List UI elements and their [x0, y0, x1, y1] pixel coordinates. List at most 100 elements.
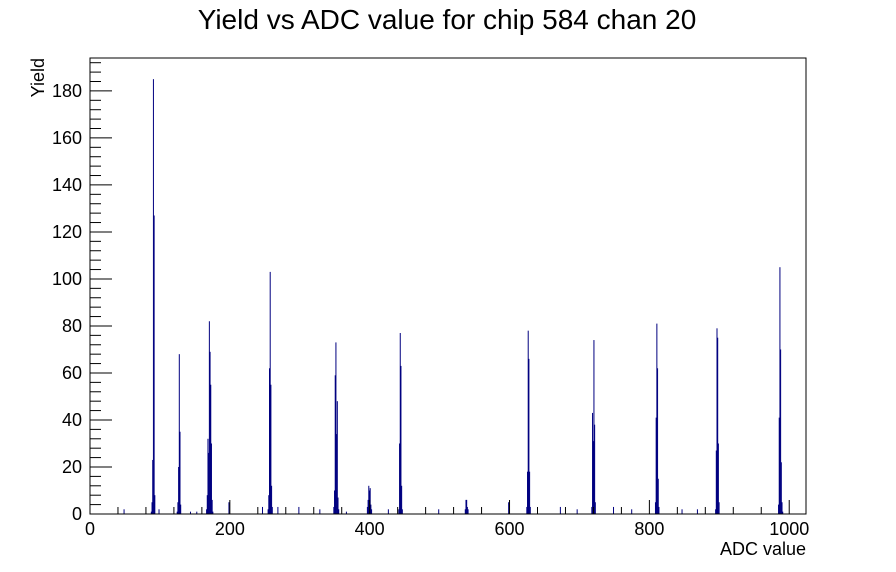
y-tick-label: 120 — [52, 222, 82, 242]
histogram-bin-bar — [345, 511, 347, 514]
histogram-bin-bar — [399, 443, 401, 514]
x-tick-label: 800 — [634, 519, 664, 539]
histogram-bin-bar — [270, 384, 272, 514]
histogram-bin-bar — [368, 485, 370, 514]
histogram-bin-bar — [657, 368, 659, 514]
histogram-bin-bar — [177, 502, 179, 514]
histogram-bin-bar — [267, 509, 269, 514]
chart-title: Yield vs ADC value for chip 584 chan 20 — [198, 4, 697, 35]
histogram-bars — [123, 79, 784, 515]
histogram-bin-bar — [334, 490, 336, 514]
histogram-bin-bar — [319, 509, 321, 514]
histogram-bin-bar — [527, 471, 529, 514]
histogram-bin-bar — [228, 502, 230, 514]
histogram-bin-bar — [150, 511, 152, 514]
histogram-bin-bar — [464, 509, 466, 514]
histogram-bin-bar — [262, 506, 264, 514]
histogram-bin-bar — [298, 506, 300, 514]
histogram-bin-bar — [209, 351, 211, 514]
histogram-bin-bar — [337, 497, 339, 514]
histogram-bin-bar — [658, 506, 660, 514]
histogram-bin-bar — [438, 509, 440, 514]
histogram-bin-bar — [398, 509, 400, 514]
histogram-bin-bar — [387, 509, 389, 514]
y-tick-label: 100 — [52, 269, 82, 289]
y-tick-label: 160 — [52, 128, 82, 148]
histogram-bin-bar — [591, 506, 593, 514]
x-tick-label: 600 — [495, 519, 525, 539]
histogram-bin-bar — [778, 504, 780, 514]
histogram-bin-bar — [782, 511, 784, 514]
histogram-bin-bar — [780, 462, 782, 514]
histogram-bin-bar — [333, 506, 335, 514]
histogram-bin-bar — [208, 321, 210, 514]
histogram-bin-bar — [371, 509, 373, 514]
histogram-bin-bar — [178, 354, 180, 514]
histogram-bin-bar — [206, 509, 208, 514]
histogram-bin-bar — [778, 417, 780, 514]
histogram-bin-bar — [529, 506, 531, 514]
histogram-bin-bar — [717, 337, 719, 514]
histogram-bin-bar — [153, 215, 155, 514]
histogram-bin-bar — [576, 509, 578, 514]
y-tick-label: 140 — [52, 175, 82, 195]
histogram-bin-bar — [466, 506, 468, 514]
histogram-bin-bar — [696, 509, 698, 514]
histogram-bin-bar — [592, 441, 594, 514]
histogram-bin-bar — [152, 459, 154, 514]
histogram-bin-bar — [401, 485, 403, 514]
histogram-bin-bar — [718, 502, 720, 514]
histogram-bin-bar — [508, 502, 510, 514]
histogram-bin-bar — [211, 499, 213, 514]
histogram-bin-bar — [657, 478, 659, 514]
histogram-bin-bar — [592, 412, 594, 514]
histogram-bin-bar — [400, 365, 402, 514]
histogram-bin-bar — [178, 466, 180, 514]
histogram-bin-bar — [154, 495, 156, 514]
histogram-bin-bar — [271, 485, 273, 514]
histogram-bin-bar — [158, 509, 160, 514]
histogram-bin-bar — [465, 499, 467, 514]
histogram-bin-bar — [336, 434, 338, 514]
histogram-bin-bar — [594, 502, 596, 514]
x-tick-label: 400 — [355, 519, 385, 539]
histogram-bin-bar — [526, 506, 528, 514]
histogram-bin-bar — [528, 358, 530, 514]
histogram-bin-bar — [207, 438, 209, 514]
x-tick-label: 200 — [215, 519, 245, 539]
histogram-bin-bar — [334, 375, 336, 514]
x-tick-label: 0 — [85, 519, 95, 539]
histogram-bin-bar — [781, 502, 783, 514]
histogram-bin-bar — [210, 384, 212, 514]
histogram-bin-bar — [594, 424, 596, 514]
histogram-bin-bar — [467, 509, 469, 514]
histogram-bin-bar — [466, 499, 468, 514]
histogram-bin-bar — [656, 323, 658, 514]
histogram-bin-bar — [338, 509, 340, 514]
histogram-bin-bar — [370, 504, 372, 514]
histogram-bin-bar — [399, 333, 401, 514]
axis-ticks — [89, 62, 790, 515]
y-tick-label: 180 — [52, 81, 82, 101]
y-tick-label: 0 — [72, 504, 82, 524]
y-axis-label: Yield — [28, 58, 48, 97]
histogram-bin-bar — [212, 511, 214, 514]
histogram-bin-bar — [206, 495, 208, 514]
histogram-bin-bar — [681, 509, 683, 514]
axis-tick-labels: 0 200 400 600 800 1000 0 20 40 60 80 100 120 140 160 18… — [52, 81, 809, 539]
histogram-bin-bar — [401, 509, 403, 514]
histogram-bin-bar — [527, 330, 529, 514]
histogram-bin-bar — [269, 271, 271, 514]
histogram-bin-bar — [715, 509, 717, 514]
histogram-bin-bar — [716, 328, 718, 514]
y-tick-label: 60 — [62, 363, 82, 383]
histogram-bin-bar — [180, 504, 182, 514]
histogram-bin-bar — [123, 509, 125, 514]
histogram-bin-bar — [210, 443, 212, 514]
histogram-bin-bar — [559, 506, 561, 514]
histogram-bin-bar — [151, 502, 153, 514]
histogram-bin-bar — [269, 368, 270, 514]
y-tick-label: 80 — [62, 316, 82, 336]
histogram-bin-bar — [366, 506, 368, 514]
